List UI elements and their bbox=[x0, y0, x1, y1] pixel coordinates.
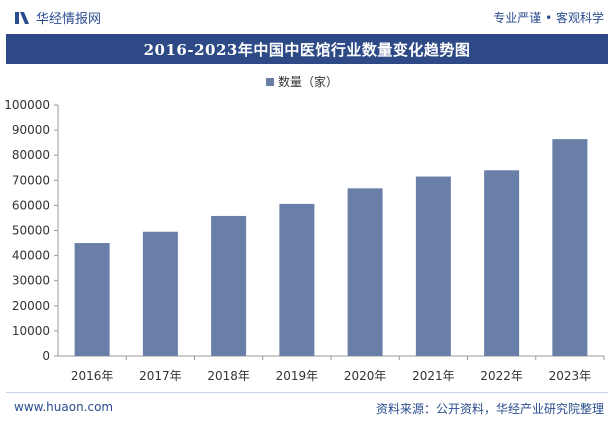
x-tick-label: 2021年 bbox=[412, 369, 455, 383]
bar-2020年 bbox=[347, 188, 383, 356]
bar-2017年 bbox=[142, 231, 178, 356]
bar-2022年 bbox=[484, 170, 520, 356]
y-tick-label: 80000 bbox=[12, 148, 50, 162]
bar-2016年 bbox=[74, 243, 110, 356]
y-tick-label: 90000 bbox=[12, 123, 50, 137]
brand[interactable]: 华经情报网 bbox=[14, 8, 101, 27]
x-tick-label: 2020年 bbox=[344, 369, 387, 383]
y-tick-label: 100000 bbox=[4, 98, 50, 112]
footer-source: 资料来源：公开资料，华经产业研究院整理 bbox=[375, 402, 604, 416]
y-tick-label: 70000 bbox=[12, 173, 50, 187]
footer-divider bbox=[6, 392, 608, 393]
legend-label: 数量（家） bbox=[278, 74, 338, 89]
x-tick-label: 2017年 bbox=[139, 369, 182, 383]
x-tick-label: 2016年 bbox=[71, 369, 114, 383]
x-tick-label: 2018年 bbox=[207, 369, 250, 383]
x-tick-label: 2019年 bbox=[276, 369, 319, 383]
y-tick-label: 30000 bbox=[12, 274, 50, 288]
y-tick-label: 10000 bbox=[12, 324, 50, 338]
top-bar: 华经情报网 专业严谨 • 客观科学 bbox=[0, 0, 614, 34]
tagline: 专业严谨 • 客观科学 bbox=[493, 11, 604, 25]
y-tick-label: 60000 bbox=[12, 198, 50, 212]
legend-swatch bbox=[266, 78, 274, 86]
chart-title: 2016-2023年中国中医馆行业数量变化趋势图 bbox=[143, 40, 471, 59]
y-tick-label: 0 bbox=[42, 349, 50, 363]
y-tick-label: 40000 bbox=[12, 249, 50, 263]
x-tick-label: 2023年 bbox=[549, 369, 592, 383]
bar-2021年 bbox=[415, 176, 451, 356]
brand-logo-icon bbox=[15, 11, 29, 24]
brand-name: 华经情报网 bbox=[36, 12, 102, 27]
x-tick-label: 2022年 bbox=[480, 369, 523, 383]
y-tick-label: 20000 bbox=[12, 299, 50, 313]
title-bar: 2016-2023年中国中医馆行业数量变化趋势图 bbox=[6, 34, 608, 64]
bar-2019年 bbox=[279, 203, 315, 356]
bar-2018年 bbox=[211, 215, 247, 356]
bar-2023年 bbox=[552, 139, 588, 356]
footer-website[interactable]: www.huaon.com bbox=[14, 400, 114, 414]
bar-chart: 数量（家） 0 10000 20000 30000 40000 50000 60000 7000… bbox=[4, 74, 605, 383]
y-tick-label: 50000 bbox=[12, 224, 50, 238]
